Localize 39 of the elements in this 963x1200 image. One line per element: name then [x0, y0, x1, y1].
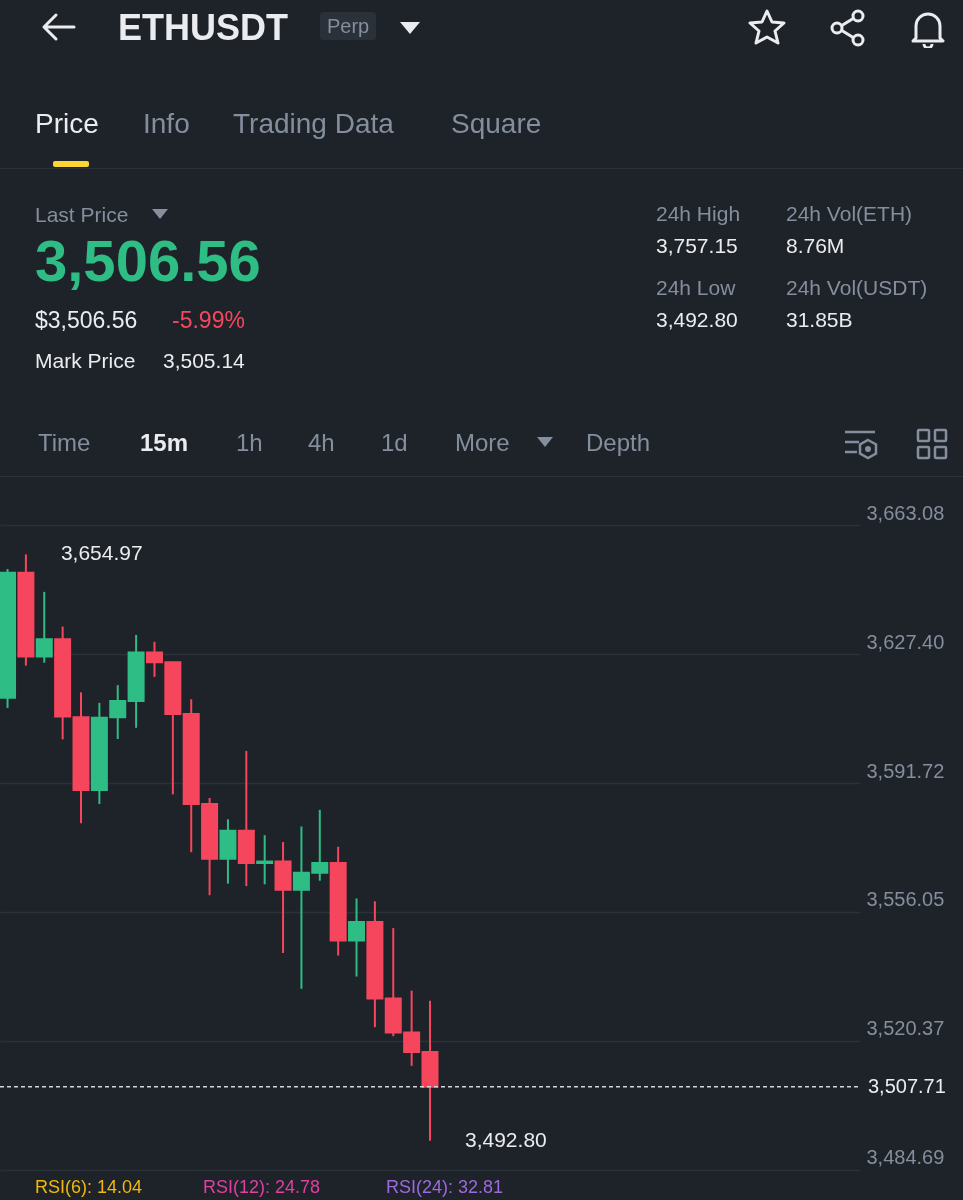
text: Square	[451, 108, 542, 139]
text: Trading Data	[233, 108, 394, 139]
y-tick-label: 3,591.72	[866, 759, 945, 782]
y-tick-label: 3,663.08	[866, 501, 945, 524]
text: Price	[35, 108, 99, 139]
text: Perp	[320, 12, 377, 40]
text: Info	[143, 108, 190, 139]
text: $3,506.56	[35, 307, 138, 333]
text: 1h	[236, 429, 263, 456]
y-tick-label: 3,520.37	[866, 1017, 945, 1040]
text: RSI(24): 32.81	[386, 1177, 504, 1197]
text: More	[455, 429, 510, 456]
text: 15m	[140, 429, 189, 456]
text: Last Price	[35, 203, 129, 226]
text: RSI(12): 24.78	[203, 1177, 321, 1197]
text: 3,492.80	[656, 308, 738, 331]
text: 24h Low	[656, 276, 736, 299]
chart-title: ETHUSDT	[118, 7, 288, 48]
y-tick-label: 3,627.40	[866, 630, 945, 653]
annotation: 3,492.80	[465, 1127, 547, 1151]
text: 24h High	[656, 202, 741, 225]
text: Time	[38, 429, 91, 456]
text: Depth	[586, 429, 651, 456]
text: 8.76M	[786, 234, 845, 257]
text: -5.99%	[172, 307, 245, 333]
ref-line-label: 3,507.71	[868, 1074, 946, 1097]
text: 3,757.15	[656, 234, 738, 257]
text: 24h Vol(USDT)	[786, 276, 928, 299]
text: 4h	[308, 429, 335, 456]
text: Mark Price	[35, 349, 136, 372]
text: 1d	[381, 429, 408, 456]
text: 3,505.14	[163, 349, 245, 372]
annotation: 3,654.97	[60, 541, 143, 565]
y-tick-label: 3,556.05	[866, 888, 945, 911]
text: RSI(6): 14.04	[35, 1177, 143, 1197]
text: 24h Vol(ETH)	[786, 202, 913, 225]
y-tick-label: 3,484.69	[866, 1146, 945, 1169]
text: 31.85B	[786, 308, 853, 331]
text: 3,506.56	[35, 228, 261, 293]
